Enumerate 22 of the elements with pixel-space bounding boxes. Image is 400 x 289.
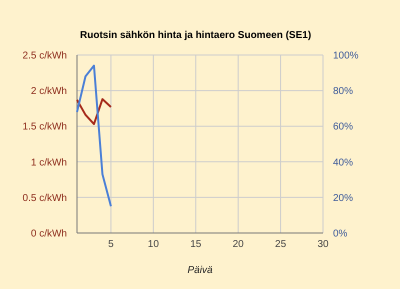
y2-tick-label: 20% bbox=[333, 192, 354, 204]
y2-tick-label: 40% bbox=[333, 157, 354, 168]
y2-tick-label: 0% bbox=[333, 228, 348, 240]
x-axis-title: Päivä bbox=[187, 265, 213, 276]
line-series bbox=[76, 64, 112, 208]
y2-tick-label: 100% bbox=[333, 50, 359, 62]
y-tick-label: 2 c/kWh bbox=[30, 86, 67, 98]
x-tick-label: 30 bbox=[317, 239, 329, 250]
y2-tick-label: 60% bbox=[333, 122, 354, 133]
y-tick-label: 1.5 c/kWh bbox=[22, 122, 67, 133]
line-series bbox=[76, 98, 112, 126]
y-tick-label: 1 c/kWh bbox=[30, 157, 67, 168]
chart-title: Ruotsin sähkön hinta ja hintaero Suomeen (SE1) bbox=[80, 30, 312, 41]
y-tick-label: 0 c/kWh bbox=[30, 228, 67, 240]
x-tick-label: 10 bbox=[148, 239, 160, 250]
y-tick-label: 0.5 c/kWh bbox=[22, 192, 67, 204]
y-tick-label: 2.5 c/kWh bbox=[22, 50, 67, 62]
y2-tick-label: 80% bbox=[333, 86, 354, 98]
x-tick-label: 5 bbox=[108, 239, 114, 250]
x-tick-label: 20 bbox=[232, 239, 244, 250]
x-tick-label: 15 bbox=[190, 239, 202, 250]
x-tick-label: 25 bbox=[275, 239, 287, 250]
